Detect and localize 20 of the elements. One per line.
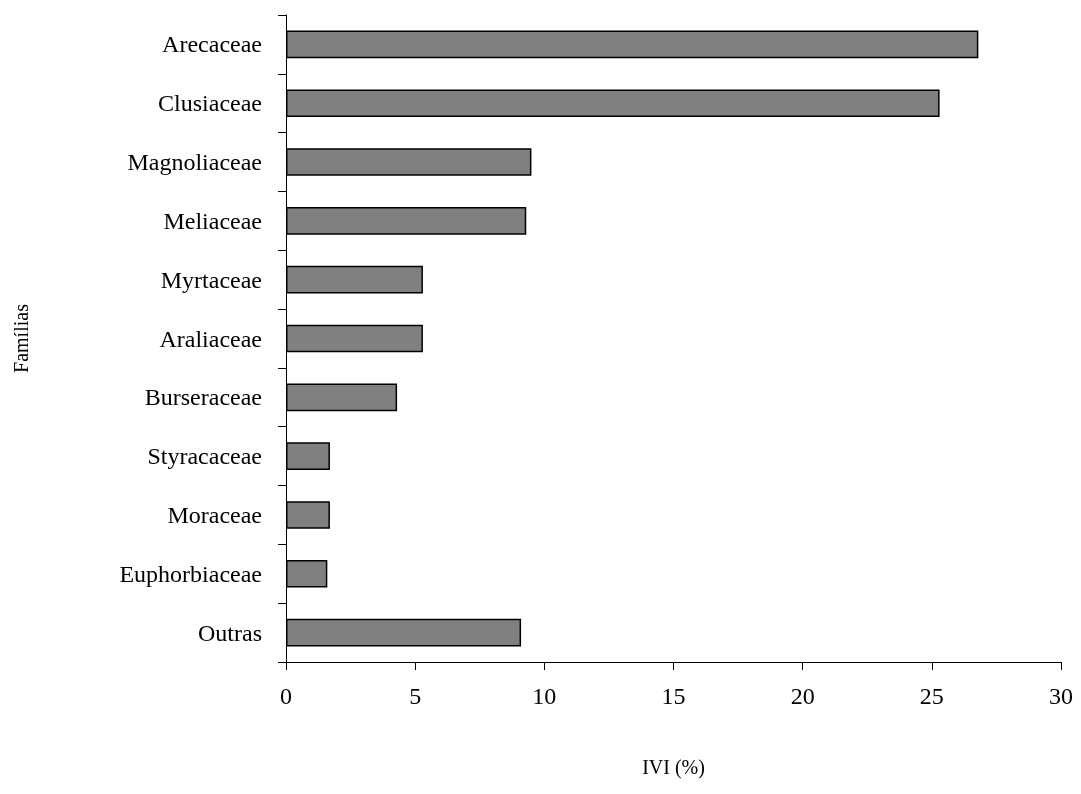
y-axis-title: Famílias	[10, 303, 32, 373]
y-tick-label: Outras	[198, 619, 262, 646]
y-tick-label: Myrtaceae	[160, 266, 262, 293]
x-tick-label: 20	[790, 683, 815, 709]
y-tick-label: Burseraceae	[144, 384, 262, 411]
y-tick-label: Arecaceae	[162, 31, 262, 58]
x-tick-label: 10	[532, 683, 557, 709]
y-tick-label: Araliaceae	[159, 325, 262, 352]
x-tick-label: 30	[1049, 683, 1073, 709]
x-tick-label: 25	[919, 683, 944, 709]
y-tick-label: Styracaceae	[147, 443, 262, 470]
x-tick-label: 5	[409, 683, 422, 709]
x-tick-label: 0	[280, 683, 292, 709]
y-tick-label: Moraceae	[167, 501, 262, 528]
y-tick-label: Magnoliaceae	[127, 149, 262, 176]
y-tick-label: Meliaceae	[163, 207, 262, 234]
x-tick-label: 15	[661, 683, 686, 709]
y-tick-label: Euphorbiaceae	[119, 560, 262, 587]
y-tick-label: Clusiaceae	[158, 90, 262, 117]
x-axis-title: IVI (%)	[642, 756, 705, 779]
